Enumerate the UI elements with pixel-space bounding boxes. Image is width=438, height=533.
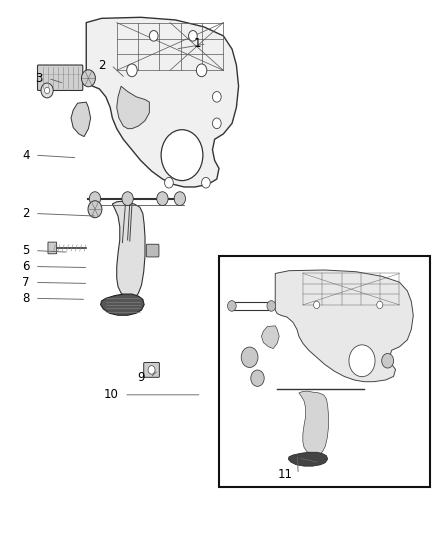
Bar <box>219 256 430 487</box>
Circle shape <box>188 30 197 41</box>
Circle shape <box>89 192 101 206</box>
FancyBboxPatch shape <box>38 65 83 91</box>
Text: 2: 2 <box>99 59 106 71</box>
Circle shape <box>41 83 53 98</box>
Polygon shape <box>288 452 328 466</box>
Text: 6: 6 <box>22 260 30 273</box>
FancyBboxPatch shape <box>48 242 57 254</box>
Circle shape <box>241 347 258 367</box>
FancyBboxPatch shape <box>146 244 159 257</box>
Polygon shape <box>261 326 279 349</box>
Text: 7: 7 <box>22 276 30 289</box>
Polygon shape <box>117 86 149 128</box>
Circle shape <box>314 301 320 309</box>
Circle shape <box>149 30 158 41</box>
Circle shape <box>81 70 95 87</box>
Text: 5: 5 <box>22 244 30 257</box>
Circle shape <box>88 201 102 217</box>
Circle shape <box>196 64 207 77</box>
Text: 3: 3 <box>35 72 43 85</box>
Circle shape <box>165 177 173 188</box>
Polygon shape <box>71 102 91 136</box>
Polygon shape <box>101 294 144 316</box>
Circle shape <box>377 301 383 309</box>
Circle shape <box>127 64 137 77</box>
Text: 11: 11 <box>278 468 293 481</box>
Circle shape <box>251 370 264 386</box>
Text: 4: 4 <box>22 149 30 161</box>
Polygon shape <box>113 201 145 298</box>
Polygon shape <box>86 17 239 187</box>
Text: 8: 8 <box>22 292 30 305</box>
Circle shape <box>227 301 236 311</box>
Text: 2: 2 <box>22 207 30 220</box>
Circle shape <box>45 87 49 94</box>
Text: 1: 1 <box>194 37 201 50</box>
Text: 9: 9 <box>138 372 145 384</box>
Circle shape <box>157 192 168 206</box>
Polygon shape <box>275 270 413 382</box>
FancyBboxPatch shape <box>144 362 159 377</box>
Circle shape <box>212 118 221 128</box>
Circle shape <box>174 192 185 206</box>
Circle shape <box>161 130 203 181</box>
Text: 10: 10 <box>104 389 119 401</box>
Circle shape <box>148 366 155 374</box>
Circle shape <box>122 192 133 206</box>
Circle shape <box>212 92 221 102</box>
Circle shape <box>267 301 276 311</box>
Circle shape <box>381 353 394 368</box>
Circle shape <box>201 177 210 188</box>
Circle shape <box>349 345 375 377</box>
Polygon shape <box>299 391 328 455</box>
